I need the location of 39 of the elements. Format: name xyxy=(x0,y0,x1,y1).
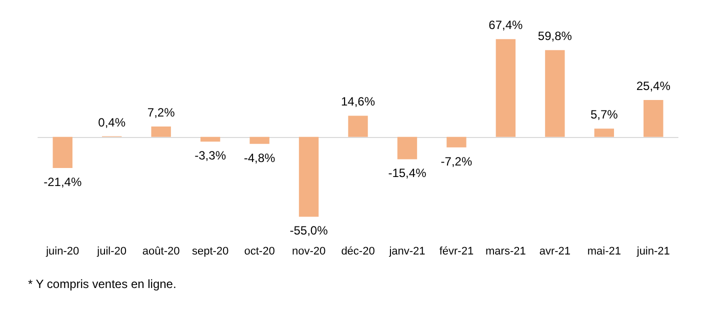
x-tick-label: mai-21 xyxy=(587,246,621,258)
x-tick-label: août-20 xyxy=(142,246,180,258)
text: * Y compris ventes en ligne. xyxy=(28,277,176,291)
bar xyxy=(250,136,270,144)
bar xyxy=(594,128,614,137)
data-label: 67,4% xyxy=(488,18,524,32)
bar xyxy=(545,50,565,137)
bar xyxy=(348,116,368,137)
data-label: -4,8% xyxy=(244,150,276,165)
data-label: 25,4% xyxy=(636,79,671,94)
data-label: -7,2% xyxy=(440,154,472,168)
data-label: 14,6% xyxy=(340,94,376,109)
data-label: 0,4% xyxy=(98,115,126,130)
bar xyxy=(200,136,220,142)
data-label: 5,7% xyxy=(590,108,618,122)
x-tick-label: janv-21 xyxy=(388,246,426,258)
x-tick-label: nov-20 xyxy=(292,246,326,258)
x-tick-label: avr-21 xyxy=(539,246,571,258)
data-label: -15,4% xyxy=(388,166,427,180)
x-tick-label: mars-21 xyxy=(486,246,526,258)
bar xyxy=(52,136,72,168)
data-label: 59,8% xyxy=(538,29,572,44)
x-tick-label: juin-21 xyxy=(636,246,670,258)
x-tick-label: juin-20 xyxy=(45,246,80,258)
bar xyxy=(644,100,664,137)
x-tick-label: déc-20 xyxy=(341,246,375,258)
x-tick-label: juil-20 xyxy=(96,246,127,258)
data-label: -55,0% xyxy=(290,224,328,238)
x-tick-label: oct-20 xyxy=(244,246,275,258)
x-tick-label: sept-20 xyxy=(192,246,229,258)
bar xyxy=(151,126,171,137)
data-label: 7,2% xyxy=(147,105,176,120)
bar xyxy=(446,136,466,148)
bar xyxy=(496,39,516,137)
bar xyxy=(298,136,319,217)
data-label: -21,4% xyxy=(44,174,82,189)
x-tick-label: févr-21 xyxy=(439,246,474,258)
data-label: -3,3% xyxy=(194,148,226,163)
bar xyxy=(397,136,418,160)
